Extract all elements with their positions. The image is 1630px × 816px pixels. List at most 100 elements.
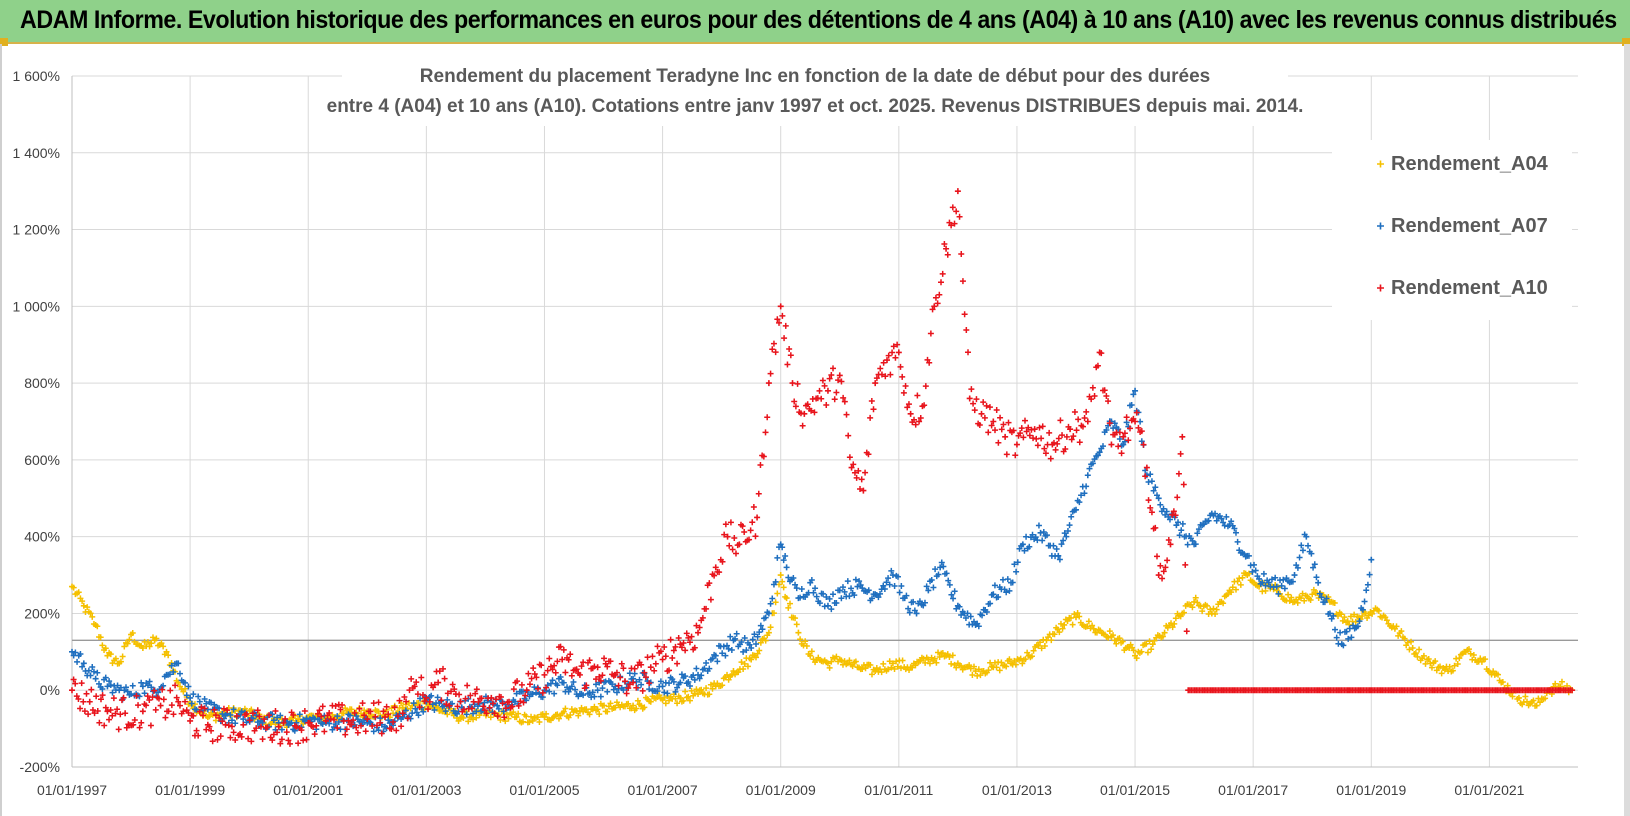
- data-point: [909, 664, 916, 671]
- data-point: [233, 713, 240, 720]
- data-point: [431, 681, 438, 688]
- data-point: [1262, 587, 1269, 594]
- data-point: [480, 703, 487, 710]
- data-point: [1078, 492, 1085, 499]
- data-point: [468, 705, 475, 712]
- data-point: [670, 647, 677, 654]
- data-point: [170, 669, 177, 676]
- data-point: [703, 660, 710, 667]
- data-point: [739, 523, 746, 530]
- data-point: [678, 644, 685, 651]
- data-point: [1042, 450, 1049, 457]
- data-point: [567, 651, 574, 658]
- data-point: [1071, 507, 1078, 514]
- data-point: [1335, 640, 1342, 647]
- data-point: [880, 582, 887, 589]
- data-point: [322, 717, 329, 724]
- data-point: [1081, 490, 1088, 497]
- x-tick-label: 01/01/2019: [1336, 782, 1406, 798]
- data-point: [339, 710, 346, 717]
- data-point: [1446, 663, 1453, 670]
- chart-title-line-1: Rendement du placement Teradyne Inc en f…: [420, 66, 1210, 87]
- data-point: [593, 676, 600, 683]
- data-point: [1041, 642, 1048, 649]
- data-point: [615, 682, 622, 689]
- data-point: [373, 722, 380, 729]
- data-point: [198, 704, 205, 711]
- data-point: [167, 687, 174, 694]
- legend-item-Rendement_A10: Rendement_A10: [1377, 277, 1548, 299]
- data-point: [1079, 423, 1086, 430]
- data-point: [1291, 572, 1298, 579]
- data-point: [313, 722, 320, 729]
- data-point: [95, 680, 102, 687]
- data-point: [1083, 483, 1090, 490]
- data-point: [214, 736, 221, 743]
- data-point: [291, 722, 298, 729]
- data-point: [1372, 605, 1379, 612]
- data-point: [1056, 629, 1063, 636]
- data-point: [786, 600, 793, 607]
- data-point: [89, 663, 96, 670]
- data-point: [1121, 438, 1128, 445]
- data-point: [769, 595, 776, 602]
- data-point: [1466, 646, 1473, 653]
- data-point: [917, 657, 924, 664]
- data-point: [1408, 638, 1415, 645]
- data-point: [285, 737, 292, 744]
- data-point: [698, 672, 705, 679]
- data-point: [821, 603, 828, 610]
- data-point: [1438, 670, 1445, 677]
- data-point: [848, 464, 855, 471]
- data-point: [1140, 441, 1147, 448]
- data-point: [475, 699, 482, 706]
- data-point: [1026, 543, 1033, 550]
- data-point: [995, 439, 1002, 446]
- data-point: [505, 715, 512, 722]
- data-point: [1366, 571, 1373, 578]
- data-point: [779, 578, 786, 585]
- data-point: [237, 730, 244, 737]
- series-Rendement_A07: [69, 387, 1375, 735]
- data-point: [767, 600, 774, 607]
- data-point: [277, 740, 284, 747]
- data-point: [666, 680, 673, 687]
- data-point: [760, 453, 767, 460]
- data-point: [102, 704, 109, 711]
- data-point: [560, 679, 567, 686]
- data-point: [958, 611, 965, 618]
- data-point: [691, 676, 698, 683]
- data-point: [646, 686, 653, 693]
- data-point: [594, 687, 601, 694]
- data-point: [361, 712, 368, 719]
- data-point: [493, 696, 500, 703]
- data-point: [709, 685, 716, 692]
- data-point: [175, 698, 182, 705]
- data-point: [1071, 409, 1078, 416]
- data-point: [674, 660, 681, 667]
- data-point: [733, 630, 740, 637]
- data-point: [719, 558, 726, 565]
- data-point: [617, 674, 624, 681]
- data-point: [464, 682, 471, 689]
- data-point: [1076, 499, 1083, 506]
- data-point: [851, 592, 858, 599]
- data-point: [1055, 435, 1062, 442]
- data-point: [85, 711, 92, 718]
- data-point: [1293, 596, 1300, 603]
- data-point: [803, 643, 810, 650]
- data-point: [881, 586, 888, 593]
- data-point: [774, 590, 781, 597]
- data-point: [86, 698, 93, 705]
- data-point: [1172, 512, 1179, 519]
- data-point: [833, 653, 840, 660]
- x-tick-label: 01/01/2011: [864, 782, 933, 798]
- data-point: [196, 698, 203, 705]
- data-point: [1348, 634, 1355, 641]
- data-point: [703, 685, 710, 692]
- data-point: [977, 672, 984, 679]
- data-point: [1028, 653, 1035, 660]
- data-point: [1393, 623, 1400, 630]
- data-point: [1169, 624, 1176, 631]
- data-point: [1237, 581, 1244, 588]
